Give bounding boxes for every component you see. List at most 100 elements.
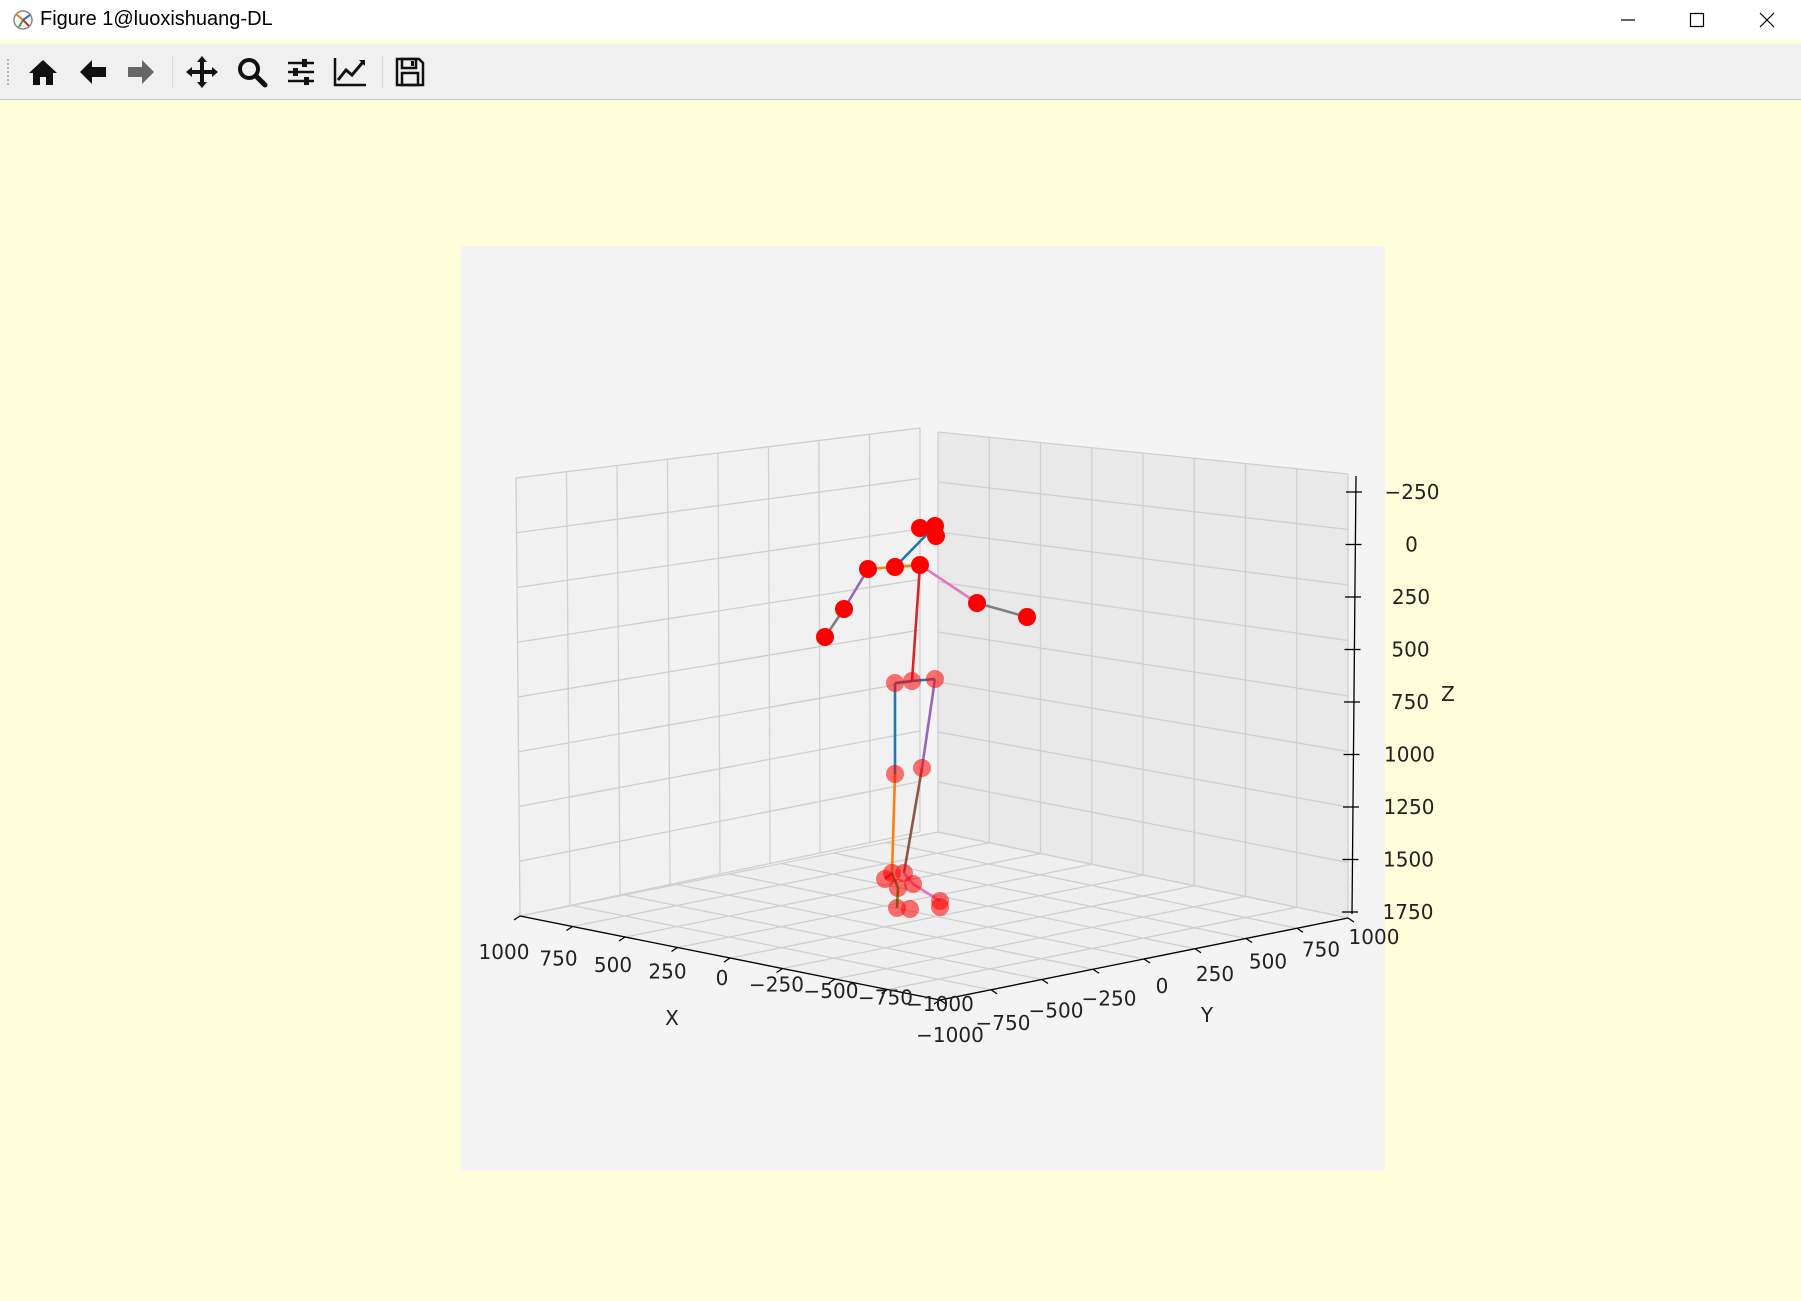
save-button[interactable] <box>390 52 430 92</box>
close-button[interactable] <box>1733 0 1801 40</box>
z-tick-label: 1750 <box>1383 900 1434 924</box>
y-tick <box>1347 917 1355 923</box>
grid-line <box>728 873 1145 960</box>
maximize-icon <box>1689 12 1705 28</box>
joint-marker <box>904 875 922 893</box>
joint-marker <box>889 879 907 897</box>
x-tick-label: −500 <box>804 979 859 1003</box>
zoom-button[interactable] <box>232 52 272 92</box>
y-tick-label: 0 <box>1156 974 1169 998</box>
bone-line <box>902 767 924 874</box>
joint-marker <box>886 674 904 692</box>
pan-button[interactable] <box>182 52 222 92</box>
x-tick-label: 1000 <box>479 940 530 964</box>
matplotlib-toolbar <box>0 44 1801 100</box>
y-tick <box>990 989 998 995</box>
home-button[interactable] <box>23 52 63 92</box>
x-tick-label: 0 <box>716 966 729 990</box>
magnifier-icon <box>238 58 268 88</box>
skeleton-joints <box>816 517 1036 918</box>
subplots-button[interactable] <box>281 52 321 92</box>
z-tick-label: 500 <box>1391 638 1429 662</box>
joint-marker <box>1018 608 1036 626</box>
grid-line <box>818 440 821 854</box>
joint-marker <box>886 558 904 576</box>
toolbar-grip[interactable] <box>6 58 10 86</box>
sliders-icon <box>288 59 314 85</box>
y-tick-label: −250 <box>1082 986 1137 1010</box>
joint-marker <box>931 898 949 916</box>
joint-marker <box>886 765 904 783</box>
y-tick-label: −1000 <box>916 1023 984 1047</box>
forward-button[interactable] <box>121 52 161 92</box>
grid-line <box>868 434 871 843</box>
z-tick-label: 250 <box>1392 585 1430 609</box>
line-chart-icon <box>333 58 366 87</box>
grid-line <box>767 446 771 864</box>
x-tick <box>671 946 678 953</box>
y-tick-label: 750 <box>1302 937 1340 961</box>
y-tick <box>1245 937 1253 944</box>
x-axis-label: X <box>665 1006 679 1030</box>
skeleton-3d-plot[interactable]: 1000 750 500 250 0 −250 −500 −750−1000−1000−750… <box>0 100 1801 1301</box>
grid-line <box>937 631 1349 697</box>
grid-line <box>781 862 1196 950</box>
z-tick-label: 0 <box>1405 533 1418 557</box>
z-tick-label: 1500 <box>1383 848 1434 872</box>
x-tick <box>566 925 573 932</box>
joint-marker <box>903 672 921 690</box>
joint-marker <box>876 870 894 888</box>
x-tick <box>776 967 783 974</box>
joint-marker <box>888 899 906 917</box>
grid-line <box>937 831 1349 919</box>
x-tick <box>513 915 521 921</box>
toolbar-separator <box>172 56 173 88</box>
bone-line <box>919 563 978 605</box>
close-icon <box>1759 12 1775 28</box>
y-tick <box>1143 958 1151 964</box>
toolbar-separator <box>382 56 383 88</box>
grid-line <box>834 895 1246 980</box>
minimize-button[interactable] <box>1594 0 1662 40</box>
bone-line <box>890 773 897 874</box>
x-tick-label: −750 <box>858 986 913 1010</box>
grid-line <box>887 906 1297 991</box>
customize-button[interactable] <box>330 52 370 92</box>
z-tick-label: 1250 <box>1384 795 1435 819</box>
joint-marker <box>926 670 944 688</box>
grid-line <box>885 841 1298 929</box>
axis-lines <box>513 475 1362 1005</box>
y-tick-label: 500 <box>1249 950 1287 974</box>
x-tick <box>881 988 888 995</box>
app-icon <box>13 10 33 30</box>
x-tick-label: −1000 <box>906 992 974 1016</box>
x-tick <box>828 978 836 984</box>
joint-marker <box>968 594 986 612</box>
grid-line <box>518 730 921 808</box>
minimize-icon <box>1621 19 1635 21</box>
maximize-button[interactable] <box>1663 0 1731 40</box>
y-tick <box>939 999 947 1005</box>
tick-labels: 1000 750 500 250 0 −250 −500 −750−1000−1000−750… <box>479 480 1440 1047</box>
axis-labels: X Y Z <box>665 682 1455 1030</box>
y-tick <box>1041 978 1049 985</box>
figure-canvas[interactable]: 1000 750 500 250 0 −250 −500 −750 −1000 −1000 −750… <box>0 100 1801 1301</box>
home-icon <box>29 60 57 85</box>
grid-lines <box>515 427 1349 1001</box>
back-button[interactable] <box>73 52 113 92</box>
y-axis-label: Y <box>1200 1003 1214 1027</box>
joint-marker <box>816 628 834 646</box>
grid-line <box>782 885 1195 970</box>
y-tick-label: −750 <box>976 1011 1031 1035</box>
joint-marker <box>835 600 853 618</box>
grid-line <box>937 781 1349 864</box>
y-tick <box>1194 948 1202 954</box>
y-tick <box>1092 968 1100 974</box>
x-tick-label: −250 <box>749 973 804 997</box>
grid-line <box>519 780 921 862</box>
joint-marker <box>927 527 945 545</box>
bone-line <box>910 564 922 682</box>
z-tick-label: 750 <box>1391 690 1429 714</box>
joint-marker <box>911 519 929 537</box>
x-tick-label: 250 <box>648 960 686 984</box>
